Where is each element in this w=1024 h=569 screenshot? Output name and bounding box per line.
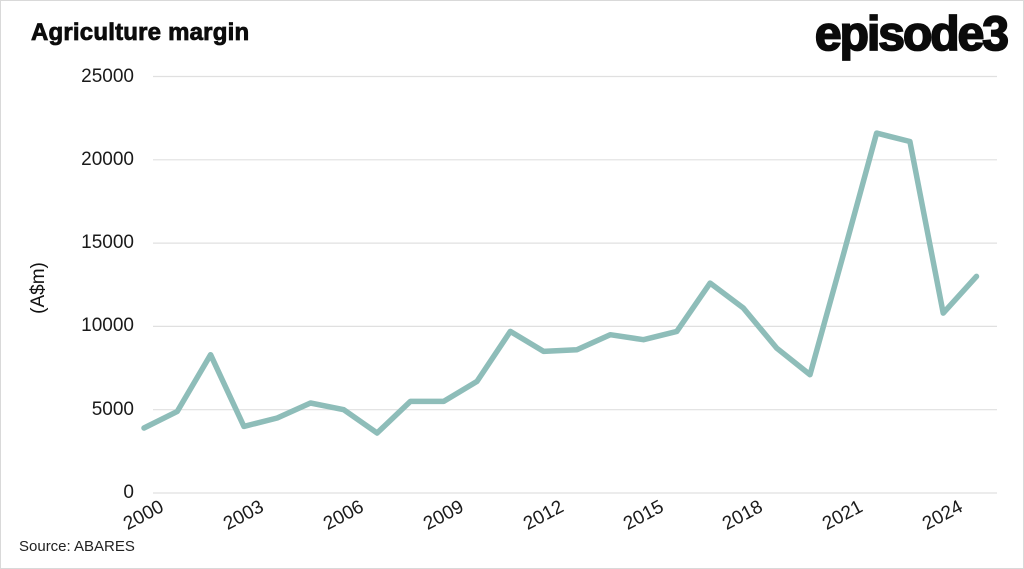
y-tick-label: 5000 xyxy=(91,398,134,420)
y-tick-label: 0 xyxy=(123,482,134,503)
y-tick-label: 10000 xyxy=(81,315,134,337)
y-tick-label: 25000 xyxy=(81,65,134,87)
y-tick-label: 20000 xyxy=(81,148,134,170)
source-note: Source: ABARES xyxy=(19,538,135,555)
chart-title: Agriculture margin xyxy=(31,19,250,47)
y-tick-label: 15000 xyxy=(81,232,134,254)
episode3-logo: episode3 xyxy=(814,7,1010,62)
data-line xyxy=(141,130,980,436)
